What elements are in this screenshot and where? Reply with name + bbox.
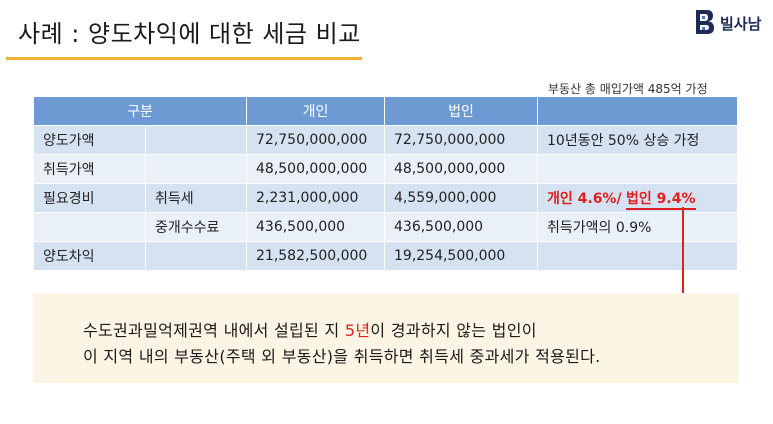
info-highlight-years: 5년 (344, 321, 371, 340)
info-line-1-post: 이 경과하지 않는 법인이 (370, 321, 537, 340)
cell-subcategory (146, 242, 247, 271)
cell-personal: 2,231,000,000 (247, 184, 385, 213)
table-row: 중개수수료 436,500,000 436,500,000 취득가액의 0.9% (34, 213, 738, 242)
tax-comparison-table: 구분 개인 법인 양도가액 72,750,000,000 72,750,000,… (34, 97, 738, 271)
building-logo-icon (696, 10, 714, 34)
cell-corporate: 19,254,500,000 (385, 242, 538, 271)
cell-subcategory: 취득세 (146, 184, 247, 213)
cell-personal: 21,582,500,000 (247, 242, 385, 271)
brand-name: 빌사남 (720, 15, 762, 33)
title-underline (6, 57, 362, 60)
header-remark (538, 97, 738, 126)
table-header-row: 구분 개인 법인 (34, 97, 738, 126)
cell-remark (538, 155, 738, 184)
info-line-2: 이 지역 내의 부동산(주택 외 부동산)을 취득하면 취득세 중과세가 적용된… (83, 347, 601, 366)
cell-category: 필요경비 (34, 184, 146, 213)
info-line-1-pre: 수도권과밀억제권역 내에서 설립된 지 (83, 321, 345, 340)
header-corporate: 법인 (385, 97, 538, 126)
cell-subcategory (146, 155, 247, 184)
cell-rate-note: 개인 4.6%/ 법인 9.4% (538, 184, 738, 213)
cell-corporate: 4,559,000,000 (385, 184, 538, 213)
brand-logo: 빌사남 (693, 8, 765, 36)
cell-category: 양도가액 (34, 126, 146, 155)
cell-corporate: 72,750,000,000 (385, 126, 538, 155)
cell-subcategory: 중개수수료 (146, 213, 247, 242)
assumption-note: 부동산 총 매입가액 485억 가정 (548, 82, 708, 96)
cell-personal: 72,750,000,000 (247, 126, 385, 155)
personal-rate: 개인 4.6%/ (547, 191, 622, 207)
cell-category: 양도차익 (34, 242, 146, 271)
cell-category: 취득가액 (34, 155, 146, 184)
table-row: 필요경비 취득세 2,231,000,000 4,559,000,000 개인 … (34, 184, 738, 213)
page-title: 사례 : 양도차익에 대한 세금 비교 (18, 20, 361, 48)
cell-remark: 10년동안 50% 상승 가정 (538, 126, 738, 155)
table-row: 양도차익 21,582,500,000 19,254,500,000 (34, 242, 738, 271)
cell-remark: 취득가액의 0.9% (538, 213, 738, 242)
header-personal: 개인 (247, 97, 385, 126)
cell-personal: 436,500,000 (247, 213, 385, 242)
table-row: 양도가액 72,750,000,000 72,750,000,000 10년동안… (34, 126, 738, 155)
table-row: 취득가액 48,500,000,000 48,500,000,000 (34, 155, 738, 184)
info-line-1: 수도권과밀억제권역 내에서 설립된 지 5년이 경과하지 않는 법인이 (83, 317, 537, 341)
cell-subcategory (146, 126, 247, 155)
cell-corporate: 48,500,000,000 (385, 155, 538, 184)
corporate-rate: 법인 9.4% (626, 191, 696, 210)
cell-remark (538, 242, 738, 271)
cell-personal: 48,500,000,000 (247, 155, 385, 184)
cell-category (34, 213, 146, 242)
cell-corporate: 436,500,000 (385, 213, 538, 242)
header-category: 구분 (34, 97, 247, 126)
info-callout-box: 수도권과밀억제권역 내에서 설립된 지 5년이 경과하지 않는 법인이 이 지역… (33, 293, 739, 383)
